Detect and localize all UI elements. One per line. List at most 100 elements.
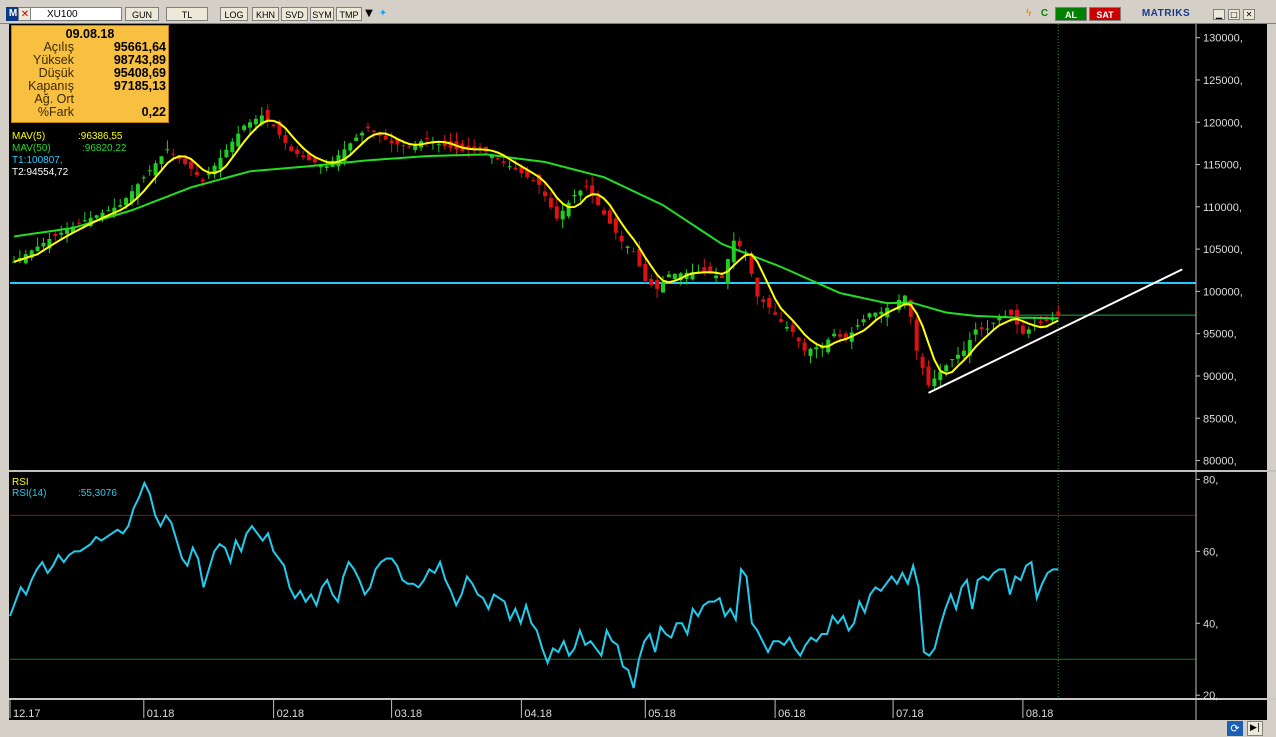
candle-body [425,137,429,139]
candle-body [489,155,494,159]
sell-button[interactable]: SAT [1089,7,1121,21]
candle-body [938,371,943,381]
candle-body [248,122,252,128]
currency-button[interactable]: TL [166,7,208,21]
sym-button[interactable]: SYM [310,7,334,21]
candle-body [200,179,205,182]
candle-body [371,130,376,132]
tmp-button[interactable]: TMP [336,7,362,21]
candle-body [354,137,359,141]
candle-body [714,275,719,279]
refresh-icon[interactable]: C [1040,8,1049,19]
sync-icon[interactable]: ⟳ [1227,721,1243,736]
candle-body [944,365,949,372]
info-value: 95408,69 [113,66,166,80]
candle-body [159,156,164,165]
candle-body [519,167,524,173]
candle-body [1026,329,1031,334]
info-row-high: Yüksek 98743,89 [14,54,166,67]
candle-body [950,359,955,361]
candle-body [277,121,282,135]
minimize-icon[interactable]: ▁ [1213,9,1225,20]
candle-body [59,232,64,235]
candle-body [607,210,612,224]
candle-body [130,191,134,203]
info-label: Düşük [38,66,74,80]
app-logo: M [6,7,20,21]
candle-body [879,311,884,315]
scroll-end-icon[interactable]: ▶| [1247,721,1263,736]
candle-body [737,240,742,247]
buy-button[interactable]: AL [1055,7,1087,21]
info-value: 0,22 [141,105,166,119]
candle-body [106,210,111,212]
date-tick-label: 05.18 [648,708,676,720]
candle-body [572,194,577,197]
candle-body [678,273,683,281]
candle-body [926,366,931,386]
candle-body [1020,325,1025,334]
date-tick-label: 07.18 [896,708,924,720]
candle-body [979,327,984,330]
khn-button[interactable]: KHN [252,7,279,21]
info-row-open: Açılış 95661,64 [14,41,166,54]
log-button[interactable]: LOG [220,7,248,21]
candle-body [513,167,518,170]
candle-body [1056,311,1061,316]
close-symbol-icon[interactable]: ✕ [18,7,32,21]
chart-panel[interactable] [9,24,1197,698]
candle-body [613,218,618,233]
maximize-icon[interactable]: □ [1228,9,1240,20]
candle-body [94,215,99,218]
rsi-label: RSI(14) [12,488,47,499]
candle-body [666,274,671,278]
candle-body [224,149,229,158]
date-tick-label: 08.18 [1026,708,1054,720]
price-tick-label: 130000, [1203,33,1243,45]
trend-line [928,268,1183,394]
candle-body [124,198,129,206]
candle-body [501,161,506,163]
rsi-tick-label: 60, [1203,546,1218,558]
lightning-icon[interactable]: ϟ [1025,8,1032,19]
dropdown-arrow-icon[interactable]: ▼ [365,8,373,19]
candle-body [472,146,477,149]
candle-body [566,202,571,217]
info-value: 98743,89 [113,53,166,67]
date-tick-label: 12.17 [13,708,41,720]
candle-body [29,250,34,258]
ohlc-info-box: 09.08.18 Açılış 95661,64 Yüksek 98743,89… [11,25,169,123]
candle-body [767,298,772,308]
candle-body [649,279,654,286]
candle-body [12,261,16,263]
date-tick-label: 01.18 [147,708,175,720]
period-button[interactable]: GUN [125,7,159,21]
candle-body [956,354,960,359]
price-tick-label: 85000, [1203,413,1237,425]
rsi-tick-label: 80, [1203,474,1218,486]
candle-body [271,124,276,127]
candle-body [708,266,713,274]
candle-body [802,342,807,351]
candle-body [242,125,247,130]
candle-body [625,246,630,248]
candle-body [590,185,595,196]
close-icon[interactable]: ✕ [1243,9,1255,20]
candle-body [749,253,754,275]
candle-body [171,153,176,155]
candle-body [212,165,217,175]
candle-body [643,263,648,282]
candle-body [855,325,860,327]
candle-body [967,340,972,356]
candle-body [253,118,258,125]
candle-body [301,155,306,158]
symbol-input[interactable]: XU100 [30,7,122,21]
candle-body [348,143,353,151]
rsi-title: RSI [12,477,29,488]
info-date: 09.08.18 [65,27,115,41]
candle-body [141,177,146,179]
svd-button[interactable]: SVD [281,7,308,21]
mav5-value: :96386,55 [78,131,123,142]
twitter-icon[interactable]: ✦ [378,8,388,19]
